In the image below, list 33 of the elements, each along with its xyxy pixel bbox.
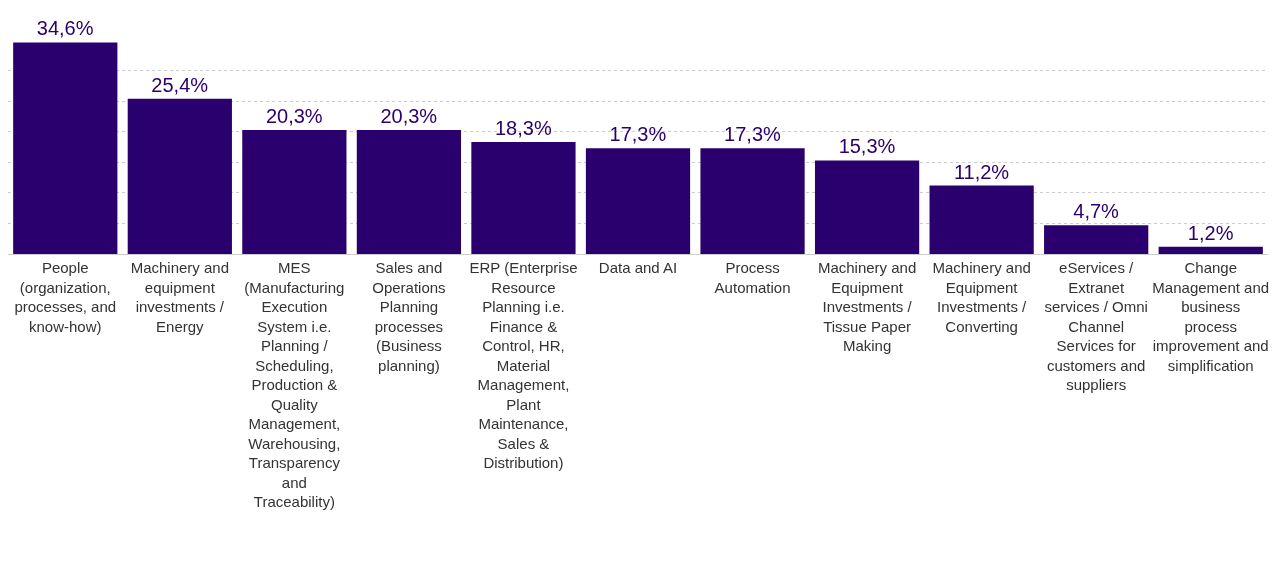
category-label: ERP (Enterprise Resource Planning i.e. Finance & Control, HR, Material Management, Plant Maintenance, Sales & Distribution) — [469, 259, 578, 471]
data-label: 17,3% — [724, 123, 782, 146]
x-tick-label: People (organization, processes, and know-how) — [14, 259, 117, 335]
bar — [356, 129, 462, 254]
bar — [585, 148, 691, 254]
x-tick-label: eServices / Extranet services / Omni Channel Services for customers and suppliers — [1044, 259, 1148, 393]
bar — [1044, 225, 1149, 254]
data-label: 15,3% — [838, 135, 896, 158]
bar — [929, 185, 1034, 254]
data-label: 18,3% — [494, 117, 552, 140]
data-label: 25,4% — [151, 73, 209, 96]
bar — [127, 98, 232, 254]
data-label: 17,3% — [609, 123, 667, 146]
data-label: 20,3% — [380, 104, 438, 127]
data-label: 34,6% — [36, 17, 94, 40]
data-label: 20,3% — [265, 104, 323, 127]
x-tick-label: Machinery and Equipment Investments / Converting — [932, 259, 1031, 335]
bar — [242, 129, 347, 254]
category-label: MES (Manufacturing Execution System i.e. Planning / Scheduling, Production & Quality Management, Warehousing, Transparency and Traceability) — [244, 259, 345, 510]
x-tick-label: Change Management and business process improvement and simplification — [1152, 259, 1270, 374]
bar — [471, 142, 576, 254]
bar — [814, 160, 920, 254]
data-label: 1,2% — [1187, 221, 1234, 244]
bar — [13, 42, 118, 254]
data-label: 11,2% — [953, 160, 1010, 183]
x-tick-label: Data and AI — [598, 259, 678, 276]
bar — [1158, 246, 1263, 254]
data-label: 4,7% — [1073, 200, 1120, 223]
x-tick-label: Machinery and equipment investments / Energy — [130, 259, 230, 335]
bar — [700, 148, 805, 254]
x-tick-label: Process Automation — [714, 259, 791, 296]
x-tick-label: Machinery and Equipment Investments / Tissue Paper Making — [817, 259, 917, 354]
x-tick-label: Sales and Operations Planning processes (Business planning) — [372, 259, 446, 374]
